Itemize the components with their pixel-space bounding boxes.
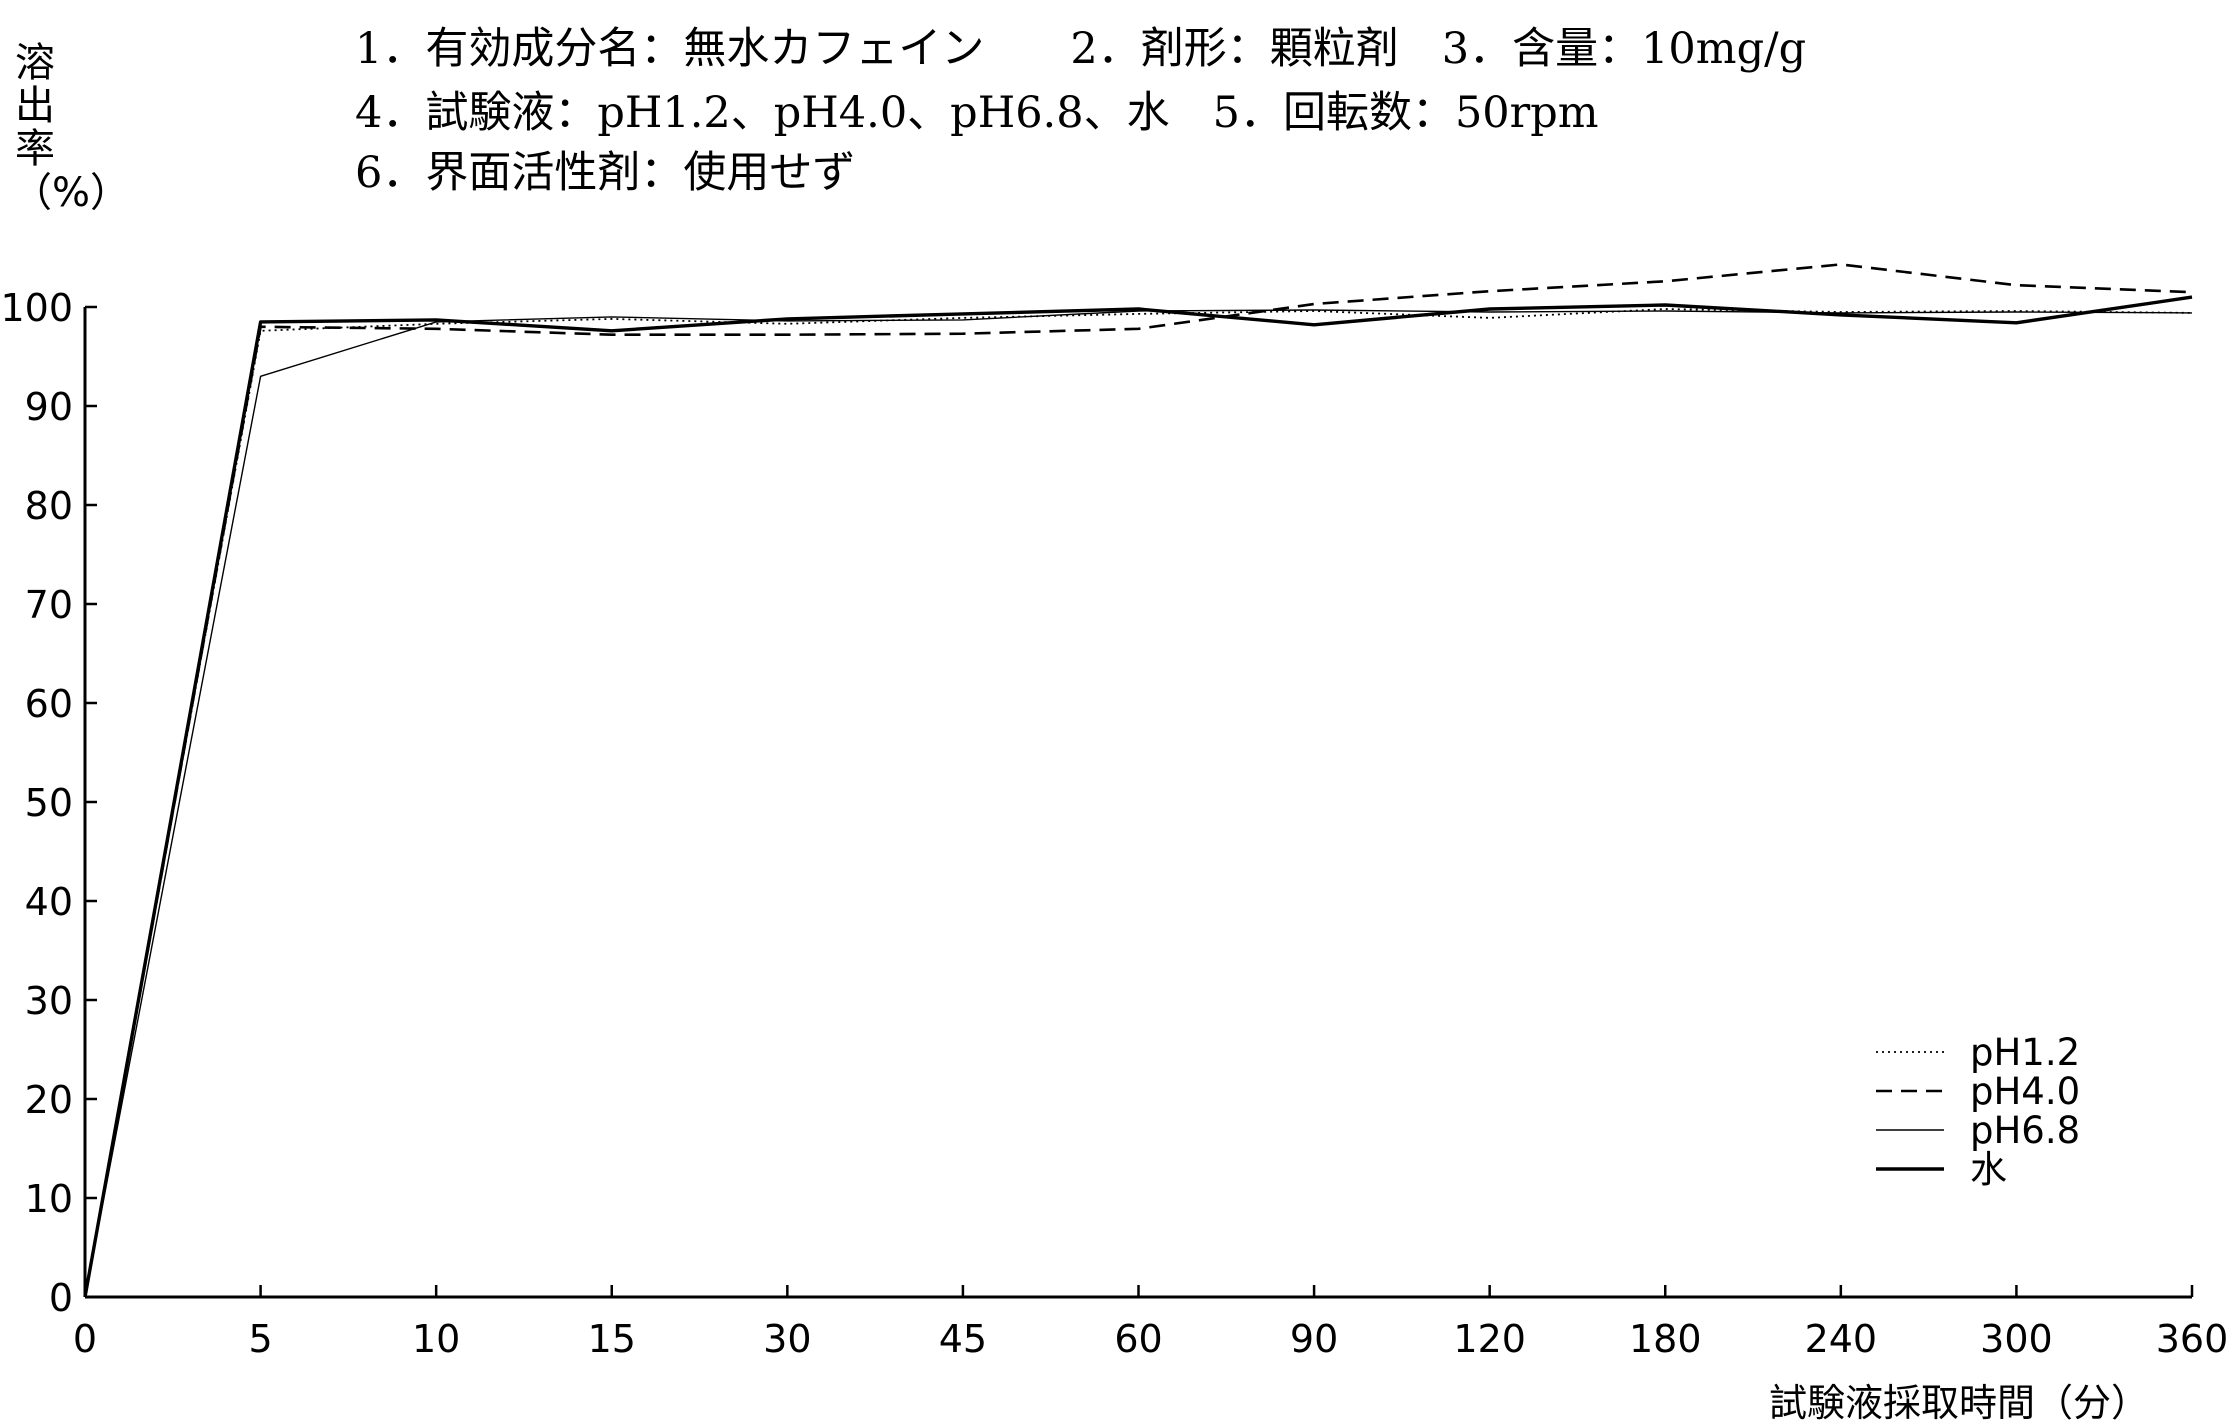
x-tick-label: 10 [412,1317,460,1361]
y-tick-label: 70 [25,583,73,627]
header-line-2: 4．試験液：pH1.2、pH4.0、pH6.8、水 5．回転数：50rpm [355,88,1599,138]
x-tick-label: 60 [1114,1317,1162,1361]
axes [83,307,2192,1299]
legend-label-1: pH4.0 [1970,1070,2080,1113]
y-tick-label: 100 [0,286,73,330]
x-tick-label: 360 [2156,1317,2229,1361]
x-tick-label: 180 [1629,1317,1702,1361]
x-tick-label: 15 [588,1317,636,1361]
y-tick-label: 30 [25,979,73,1023]
y-tick-label: 90 [25,385,73,429]
header-line-1: 1．有効成分名：無水カフェイン 2．剤形：顆粒剤 3．含量：10mg/g [355,24,1807,74]
x-axis-ticks: 0 5 10 15 30 45 60 90 120 180 240 300 360 [73,1285,2228,1361]
x-tick-label: 0 [73,1317,97,1361]
y-tick-label: 10 [25,1177,73,1221]
x-tick-label: 90 [1290,1317,1338,1361]
legend-label-2: pH6.8 [1970,1109,2080,1152]
series-line-0 [84,308,2193,1298]
x-axis-label: 試験液採取時間（分） [1768,1381,2149,1425]
x-tick-label: 5 [248,1317,272,1361]
y-tick-label: 0 [49,1276,73,1320]
y-tick-label: 50 [25,781,73,825]
legend-label-3: 水 [1970,1148,2007,1191]
x-tick-label: 300 [1980,1317,2053,1361]
series-line-2 [84,309,2193,1298]
series-line-3 [83,295,2193,1298]
x-tick-label: 240 [1805,1317,1878,1361]
x-tick-label: 30 [763,1317,811,1361]
x-tick-label: 120 [1453,1317,1526,1361]
series-line-1 [83,263,2193,1298]
y-axis-label: 溶出率（%） [12,40,131,216]
x-tick-label: 45 [939,1317,987,1361]
header-line-3: 6．界面活性剤：使用せず [355,148,856,198]
y-tick-label: 20 [25,1078,73,1122]
legend-label-0: pH1.2 [1970,1031,2080,1074]
series-lines [83,263,2193,1298]
y-axis-ticks: 0 10 20 30 40 50 60 70 80 90 100 [0,286,97,1320]
y-tick-label: 60 [25,682,73,726]
y-tick-label: 40 [25,880,73,924]
y-tick-label: 80 [25,484,73,528]
